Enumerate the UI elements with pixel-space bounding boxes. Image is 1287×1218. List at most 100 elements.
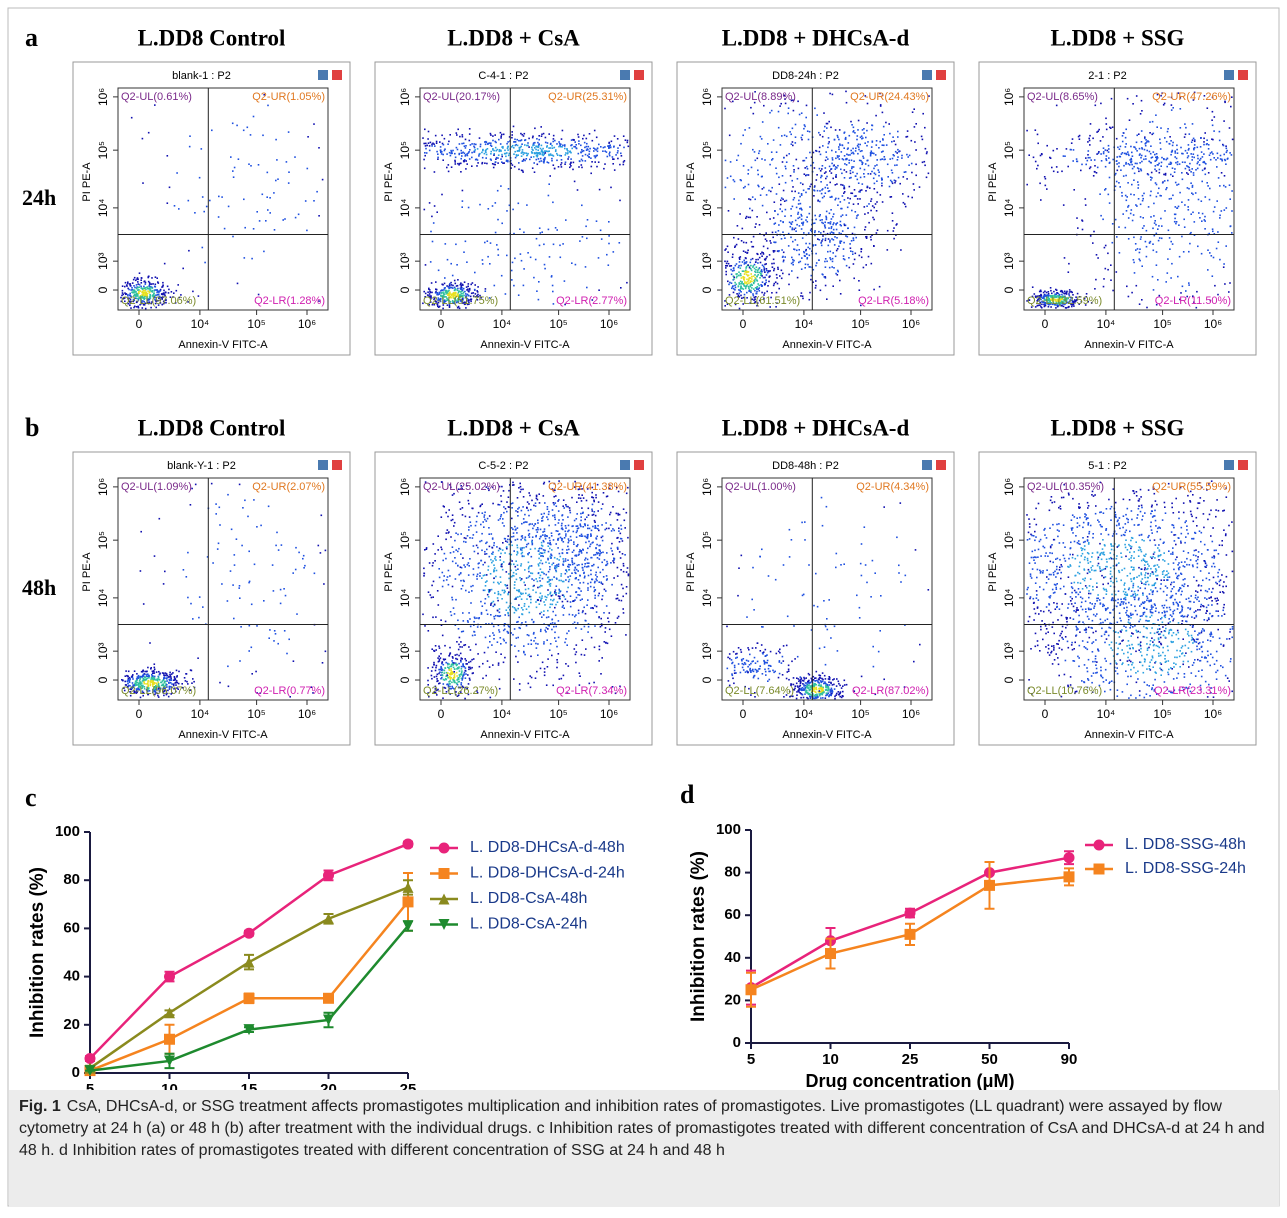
event-dot <box>494 164 496 166</box>
event-dot <box>754 151 756 153</box>
event-dot <box>797 213 799 215</box>
event-dot <box>858 149 860 151</box>
event-dot <box>830 127 832 129</box>
event-dot <box>553 138 555 140</box>
event-dot <box>1146 230 1148 232</box>
event-dot <box>587 589 589 591</box>
event-dot <box>192 618 194 620</box>
event-dot <box>460 661 462 663</box>
event-dot <box>778 288 780 290</box>
event-dot <box>564 148 566 150</box>
event-dot <box>1130 162 1132 164</box>
event-dot <box>278 549 280 551</box>
y-axis-label: PI PE-A <box>987 162 999 202</box>
event-dot <box>454 677 456 679</box>
event-dot <box>826 219 828 221</box>
event-dot <box>159 679 161 681</box>
event-dot <box>743 250 745 252</box>
event-dot <box>882 144 884 146</box>
event-dot <box>456 668 458 670</box>
event-dot <box>787 113 789 115</box>
event-dot <box>1090 123 1092 125</box>
event-dot <box>738 238 740 240</box>
quadrant-label: Q2-UR(2.07%) <box>252 481 325 493</box>
event-dot <box>823 196 825 198</box>
event-dot <box>731 288 733 290</box>
event-dot <box>876 232 878 234</box>
event-dot <box>459 143 461 145</box>
event-dot <box>545 150 547 152</box>
event-dot <box>1108 157 1110 159</box>
event-dot <box>825 160 827 162</box>
event-dot <box>129 283 131 285</box>
event-dot <box>158 682 160 684</box>
event-dot <box>858 144 860 146</box>
event-dot <box>149 290 151 292</box>
event-dot <box>485 152 487 154</box>
event-dot <box>523 268 525 270</box>
event-dot <box>450 668 452 670</box>
event-dot <box>747 281 749 283</box>
event-dot <box>236 538 238 540</box>
event-dot <box>452 679 454 681</box>
event-dot <box>878 171 880 173</box>
event-dot <box>829 213 831 215</box>
event-dot <box>424 129 426 131</box>
event-dot <box>541 135 543 137</box>
event-dot <box>154 555 156 557</box>
event-dot <box>879 141 881 143</box>
event-dot <box>495 232 497 234</box>
event-dot <box>1154 154 1156 156</box>
event-dot <box>825 151 827 153</box>
event-dot <box>783 252 785 254</box>
event-dot <box>744 186 746 188</box>
event-dot <box>460 286 462 288</box>
event-dot <box>587 155 589 157</box>
event-dot <box>471 157 473 159</box>
event-dot <box>828 121 830 123</box>
event-dot <box>794 197 796 199</box>
event-dot <box>431 675 433 677</box>
event-dot <box>1067 166 1069 168</box>
event-dot <box>742 261 744 263</box>
event-dot <box>883 134 885 136</box>
event-dot <box>606 151 608 153</box>
event-dot <box>615 154 617 156</box>
y-tick-label: 10⁶ <box>398 88 412 106</box>
event-dot <box>1153 133 1155 135</box>
event-dot <box>1156 264 1158 266</box>
event-dot <box>730 161 732 163</box>
event-dot <box>840 216 842 218</box>
quadrant-label: Q2-UL(20.17%) <box>423 91 500 103</box>
event-dot <box>892 212 894 214</box>
event-dot <box>1193 138 1195 140</box>
event-dot <box>515 141 517 143</box>
event-dot <box>1120 169 1122 171</box>
event-dot <box>1090 235 1092 237</box>
event-dot <box>227 666 229 668</box>
event-dot <box>765 279 767 281</box>
event-dot <box>1191 159 1193 161</box>
event-dot <box>736 277 738 279</box>
event-dot <box>567 587 569 589</box>
event-dot <box>457 129 459 131</box>
event-dot <box>542 516 544 518</box>
event-dot <box>857 198 859 200</box>
event-dot <box>582 138 584 140</box>
event-dot <box>743 270 745 272</box>
event-dot <box>156 679 158 681</box>
event-dot <box>586 138 588 140</box>
event-dot <box>437 680 439 682</box>
event-dot <box>548 147 550 149</box>
event-dot <box>1191 141 1193 143</box>
event-dot <box>1106 129 1108 131</box>
event-dot <box>757 259 759 261</box>
event-dot <box>913 189 915 191</box>
event-dot <box>866 130 868 132</box>
event-dot <box>825 266 827 268</box>
event-dot <box>1142 200 1144 202</box>
event-dot <box>911 140 913 142</box>
event-dot <box>748 290 750 292</box>
event-dot <box>741 240 743 242</box>
event-dot <box>820 290 822 292</box>
